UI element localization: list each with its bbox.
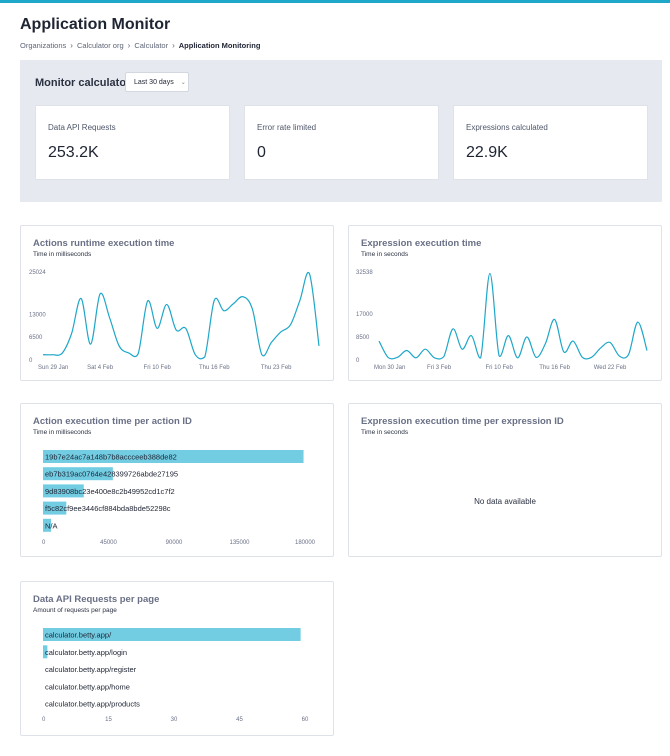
- x-tick-label: Thu 16 Feb: [199, 365, 230, 371]
- top-accent-line: [0, 0, 670, 3]
- x-tick-label: 180000: [295, 540, 316, 546]
- stat-card-api-requests: Data API Requests 253.2K: [35, 105, 230, 180]
- card-title: Action execution time per action ID: [33, 416, 192, 427]
- bar-label: calculator.betty.app/products: [45, 700, 140, 709]
- card-action-per-id: Action execution time per action ID Time…: [20, 403, 334, 557]
- series-line: [378, 272, 648, 360]
- date-range-value: Last 30 days: [134, 78, 174, 86]
- card-subtitle: Amount of requests per page: [33, 607, 117, 614]
- card-subtitle: Time in milliseconds: [33, 429, 92, 436]
- series-line: [42, 271, 320, 360]
- line-chart-actions-runtime: 0 6500 13000 25024 Sun 29 Jan Sat 4 Feb Fri 10…: [29, 270, 320, 371]
- card-subtitle: Time in milliseconds: [33, 251, 92, 258]
- chevron-right-icon: ›: [70, 41, 73, 50]
- x-tick-label: 0: [42, 717, 46, 723]
- stat-value: 253.2K: [48, 144, 99, 161]
- chevron-right-icon: ›: [172, 41, 175, 50]
- bar-label: f5c82cf9ee3446cf884bda8bde52298c: [45, 504, 171, 513]
- card-expression-per-id: Expression execution time per expression…: [348, 403, 662, 557]
- card-expression-exec: Expression execution time Time in second…: [348, 225, 662, 381]
- stat-label: Error rate limited: [257, 123, 317, 132]
- y-tick-label: 13000: [29, 312, 46, 318]
- stat-value: 0: [257, 144, 266, 161]
- breadcrumb: Organizations › Calculator org › Calcula…: [20, 41, 260, 50]
- bar-label: calculator.betty.app/register: [45, 665, 137, 674]
- breadcrumb-calculator-org[interactable]: Calculator org: [76, 41, 124, 50]
- x-tick-label: Thu 16 Feb: [539, 365, 570, 371]
- x-tick-label: 60: [302, 717, 309, 723]
- line-chart-expression-exec: 0 8500 17000 32538 Mon 30 Jan Fri 3 Feb Fri 10…: [356, 270, 648, 371]
- x-tick-label: 0: [42, 540, 46, 546]
- x-tick-label: Sun 29 Jan: [38, 365, 68, 371]
- x-tick-label: Thu 23 Feb: [261, 365, 292, 371]
- card-subtitle: Time in seconds: [361, 429, 409, 436]
- stat-card-error-rate: Error rate limited 0: [244, 105, 439, 180]
- card-title: Data API Requests per page: [33, 594, 160, 605]
- chevron-down-icon: ⌄: [180, 79, 186, 86]
- bar[interactable]: [43, 450, 304, 463]
- stat-label: Expressions calculated: [466, 123, 548, 132]
- y-tick-label: 6500: [29, 335, 43, 341]
- bar[interactable]: [43, 467, 113, 481]
- date-range-select[interactable]: Last 30 days ⌄: [125, 72, 189, 92]
- no-data-message: No data available: [474, 497, 536, 506]
- card-api-per-page: Data API Requests per page Amount of req…: [20, 581, 334, 736]
- x-tick-label: Fri 10 Feb: [485, 365, 513, 371]
- breadcrumb-current: Application Monitoring: [178, 41, 261, 50]
- bar-chart-api-per-page: calculator.betty.app/calculator.betty.ap…: [42, 628, 309, 723]
- x-tick-label: Fri 10 Feb: [144, 365, 172, 371]
- x-tick-label: 30: [171, 717, 178, 723]
- y-tick-label: 32538: [356, 270, 373, 276]
- page-title: Application Monitor: [20, 16, 171, 33]
- card-title: Actions runtime execution time: [33, 238, 175, 249]
- bar[interactable]: [43, 501, 67, 515]
- monitor-panel: Monitor calculator Last 30 days ⌄ Data A…: [20, 60, 662, 202]
- x-tick-label: 90000: [166, 540, 183, 546]
- stat-card-expressions: Expressions calculated 22.9K: [453, 105, 648, 180]
- stat-value: 22.9K: [466, 144, 508, 161]
- bar-chart-action-per-id: 19b7e24ac7a148b7b8accceeb388de82 eb7b319a…: [42, 450, 316, 546]
- monitor-title: Monitor calculator: [35, 77, 131, 89]
- breadcrumb-calculator[interactable]: Calculator: [134, 41, 169, 50]
- x-tick-label: Wed 22 Feb: [594, 365, 627, 371]
- x-tick-label: 135000: [229, 540, 250, 546]
- y-tick-label: 25024: [29, 270, 46, 276]
- bar[interactable]: [43, 484, 84, 498]
- x-tick-label: 15: [105, 717, 112, 723]
- bar-label: calculator.betty.app/: [45, 631, 112, 640]
- y-tick-label: 0: [356, 358, 360, 364]
- card-subtitle: Time in seconds: [361, 251, 409, 258]
- bar[interactable]: [43, 628, 301, 641]
- bar-label: calculator.betty.app/login: [45, 648, 127, 657]
- x-tick-label: Sat 4 Feb: [87, 365, 114, 371]
- bar-label: calculator.betty.app/home: [45, 682, 130, 691]
- x-tick-label: 45000: [100, 540, 117, 546]
- breadcrumb-organizations[interactable]: Organizations: [20, 41, 67, 50]
- x-tick-label: Fri 3 Feb: [427, 365, 452, 371]
- card-title: Expression execution time per expression…: [361, 416, 564, 427]
- bar-label: 19b7e24ac7a148b7b8accceeb388de82: [45, 453, 177, 462]
- chevron-right-icon: ›: [127, 41, 131, 50]
- card-actions-runtime: Actions runtime execution time Time in m…: [20, 225, 334, 381]
- card-title: Expression execution time: [361, 238, 482, 249]
- bar[interactable]: [43, 518, 52, 532]
- bar-label: eb7b319ac0764e428399726abde27195: [45, 470, 178, 479]
- x-tick-label: 45: [236, 717, 243, 723]
- bar[interactable]: [43, 645, 48, 659]
- bar-label: 9d83908bc23e400e8c2b49952cd1c7f2: [45, 487, 175, 496]
- y-tick-label: 8500: [356, 335, 370, 341]
- y-tick-label: 0: [29, 358, 33, 364]
- y-tick-label: 17000: [356, 312, 373, 318]
- stat-label: Data API Requests: [48, 123, 116, 132]
- x-tick-label: Mon 30 Jan: [374, 365, 405, 371]
- bar-label: N/A: [45, 521, 58, 530]
